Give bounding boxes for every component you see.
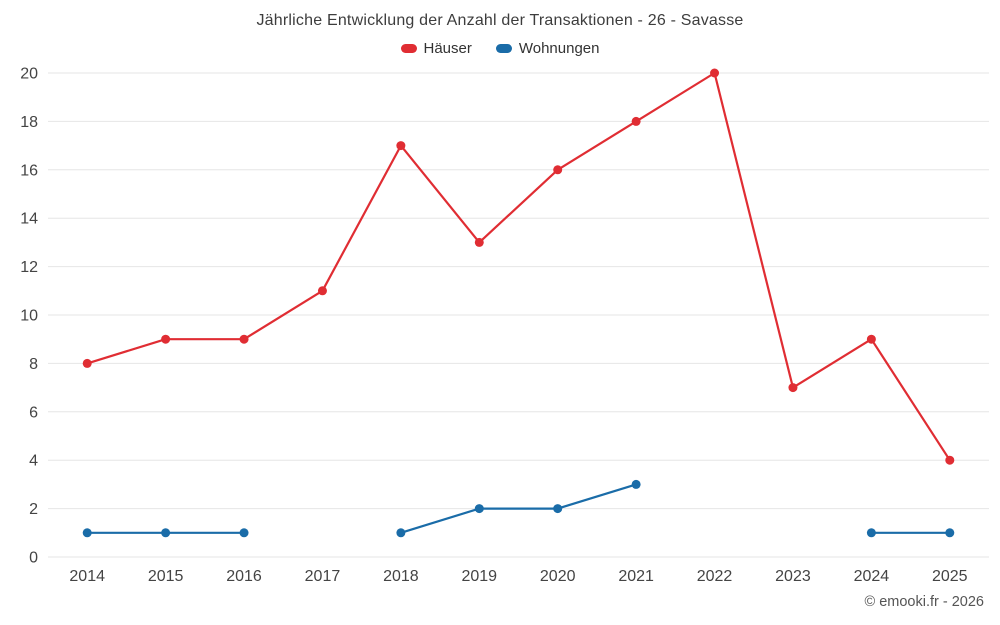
x-tick-label: 2016 (226, 568, 262, 585)
chart-title: Jährliche Entwicklung der Anzahl der Tra… (256, 12, 744, 29)
y-tick-label: 10 (20, 308, 38, 325)
data-point[interactable] (239, 528, 249, 538)
data-point[interactable] (788, 383, 798, 393)
x-tick-label: 2021 (618, 568, 654, 585)
legend-label-wohnungen: Wohnungen (518, 40, 600, 57)
x-tick-label: 2019 (461, 568, 497, 585)
data-point[interactable] (631, 116, 641, 126)
x-tick-label: 2015 (148, 568, 184, 585)
y-tick-label: 16 (20, 162, 38, 179)
data-point[interactable] (474, 504, 484, 514)
data-point[interactable] (553, 165, 563, 175)
legend-item-haeuser[interactable]: Häuser (400, 40, 472, 57)
y-tick-label: 12 (20, 259, 38, 276)
data-point[interactable] (239, 334, 249, 344)
data-point[interactable] (553, 504, 563, 514)
copyright: © emooki.fr - 2026 (864, 594, 984, 610)
y-tick-label: 6 (29, 404, 38, 421)
y-tick-label: 4 (29, 453, 38, 470)
data-point[interactable] (161, 528, 171, 538)
data-point[interactable] (631, 479, 641, 489)
data-point[interactable] (396, 141, 406, 151)
legend-item-wohnungen[interactable]: Wohnungen (495, 40, 600, 57)
y-tick-label: 18 (20, 114, 38, 131)
data-point[interactable] (82, 528, 92, 538)
data-point[interactable] (161, 334, 171, 344)
x-tick-label: 2018 (383, 568, 419, 585)
x-tick-label: 2023 (775, 568, 811, 585)
legend-label-haeuser: Häuser (423, 40, 472, 57)
data-point[interactable] (866, 528, 876, 538)
legend-marker-haeuser-icon (400, 44, 417, 53)
y-tick-label: 8 (29, 356, 38, 373)
data-point[interactable] (396, 528, 406, 538)
x-tick-label: 2022 (697, 568, 733, 585)
series-line-1 (399, 483, 638, 534)
y-tick-label: 2 (29, 501, 38, 518)
x-tick-label: 2020 (540, 568, 576, 585)
x-tick-label: 2024 (854, 568, 890, 585)
x-tick-label: 2017 (305, 568, 341, 585)
data-point[interactable] (866, 334, 876, 344)
x-tick-label: 2025 (932, 568, 968, 585)
data-point[interactable] (317, 286, 327, 296)
data-point[interactable] (945, 528, 955, 538)
series-line-0 (86, 71, 951, 462)
data-point[interactable] (710, 68, 720, 78)
legend: Häuser Wohnungen (0, 40, 1000, 57)
y-tick-label: 0 (29, 550, 38, 567)
y-tick-label: 14 (20, 211, 38, 228)
data-point[interactable] (945, 455, 955, 465)
data-point[interactable] (474, 237, 484, 247)
x-tick-label: 2014 (69, 568, 105, 585)
data-point[interactable] (82, 358, 92, 368)
legend-marker-wohnungen-icon (495, 44, 512, 53)
y-tick-label: 20 (20, 66, 38, 83)
